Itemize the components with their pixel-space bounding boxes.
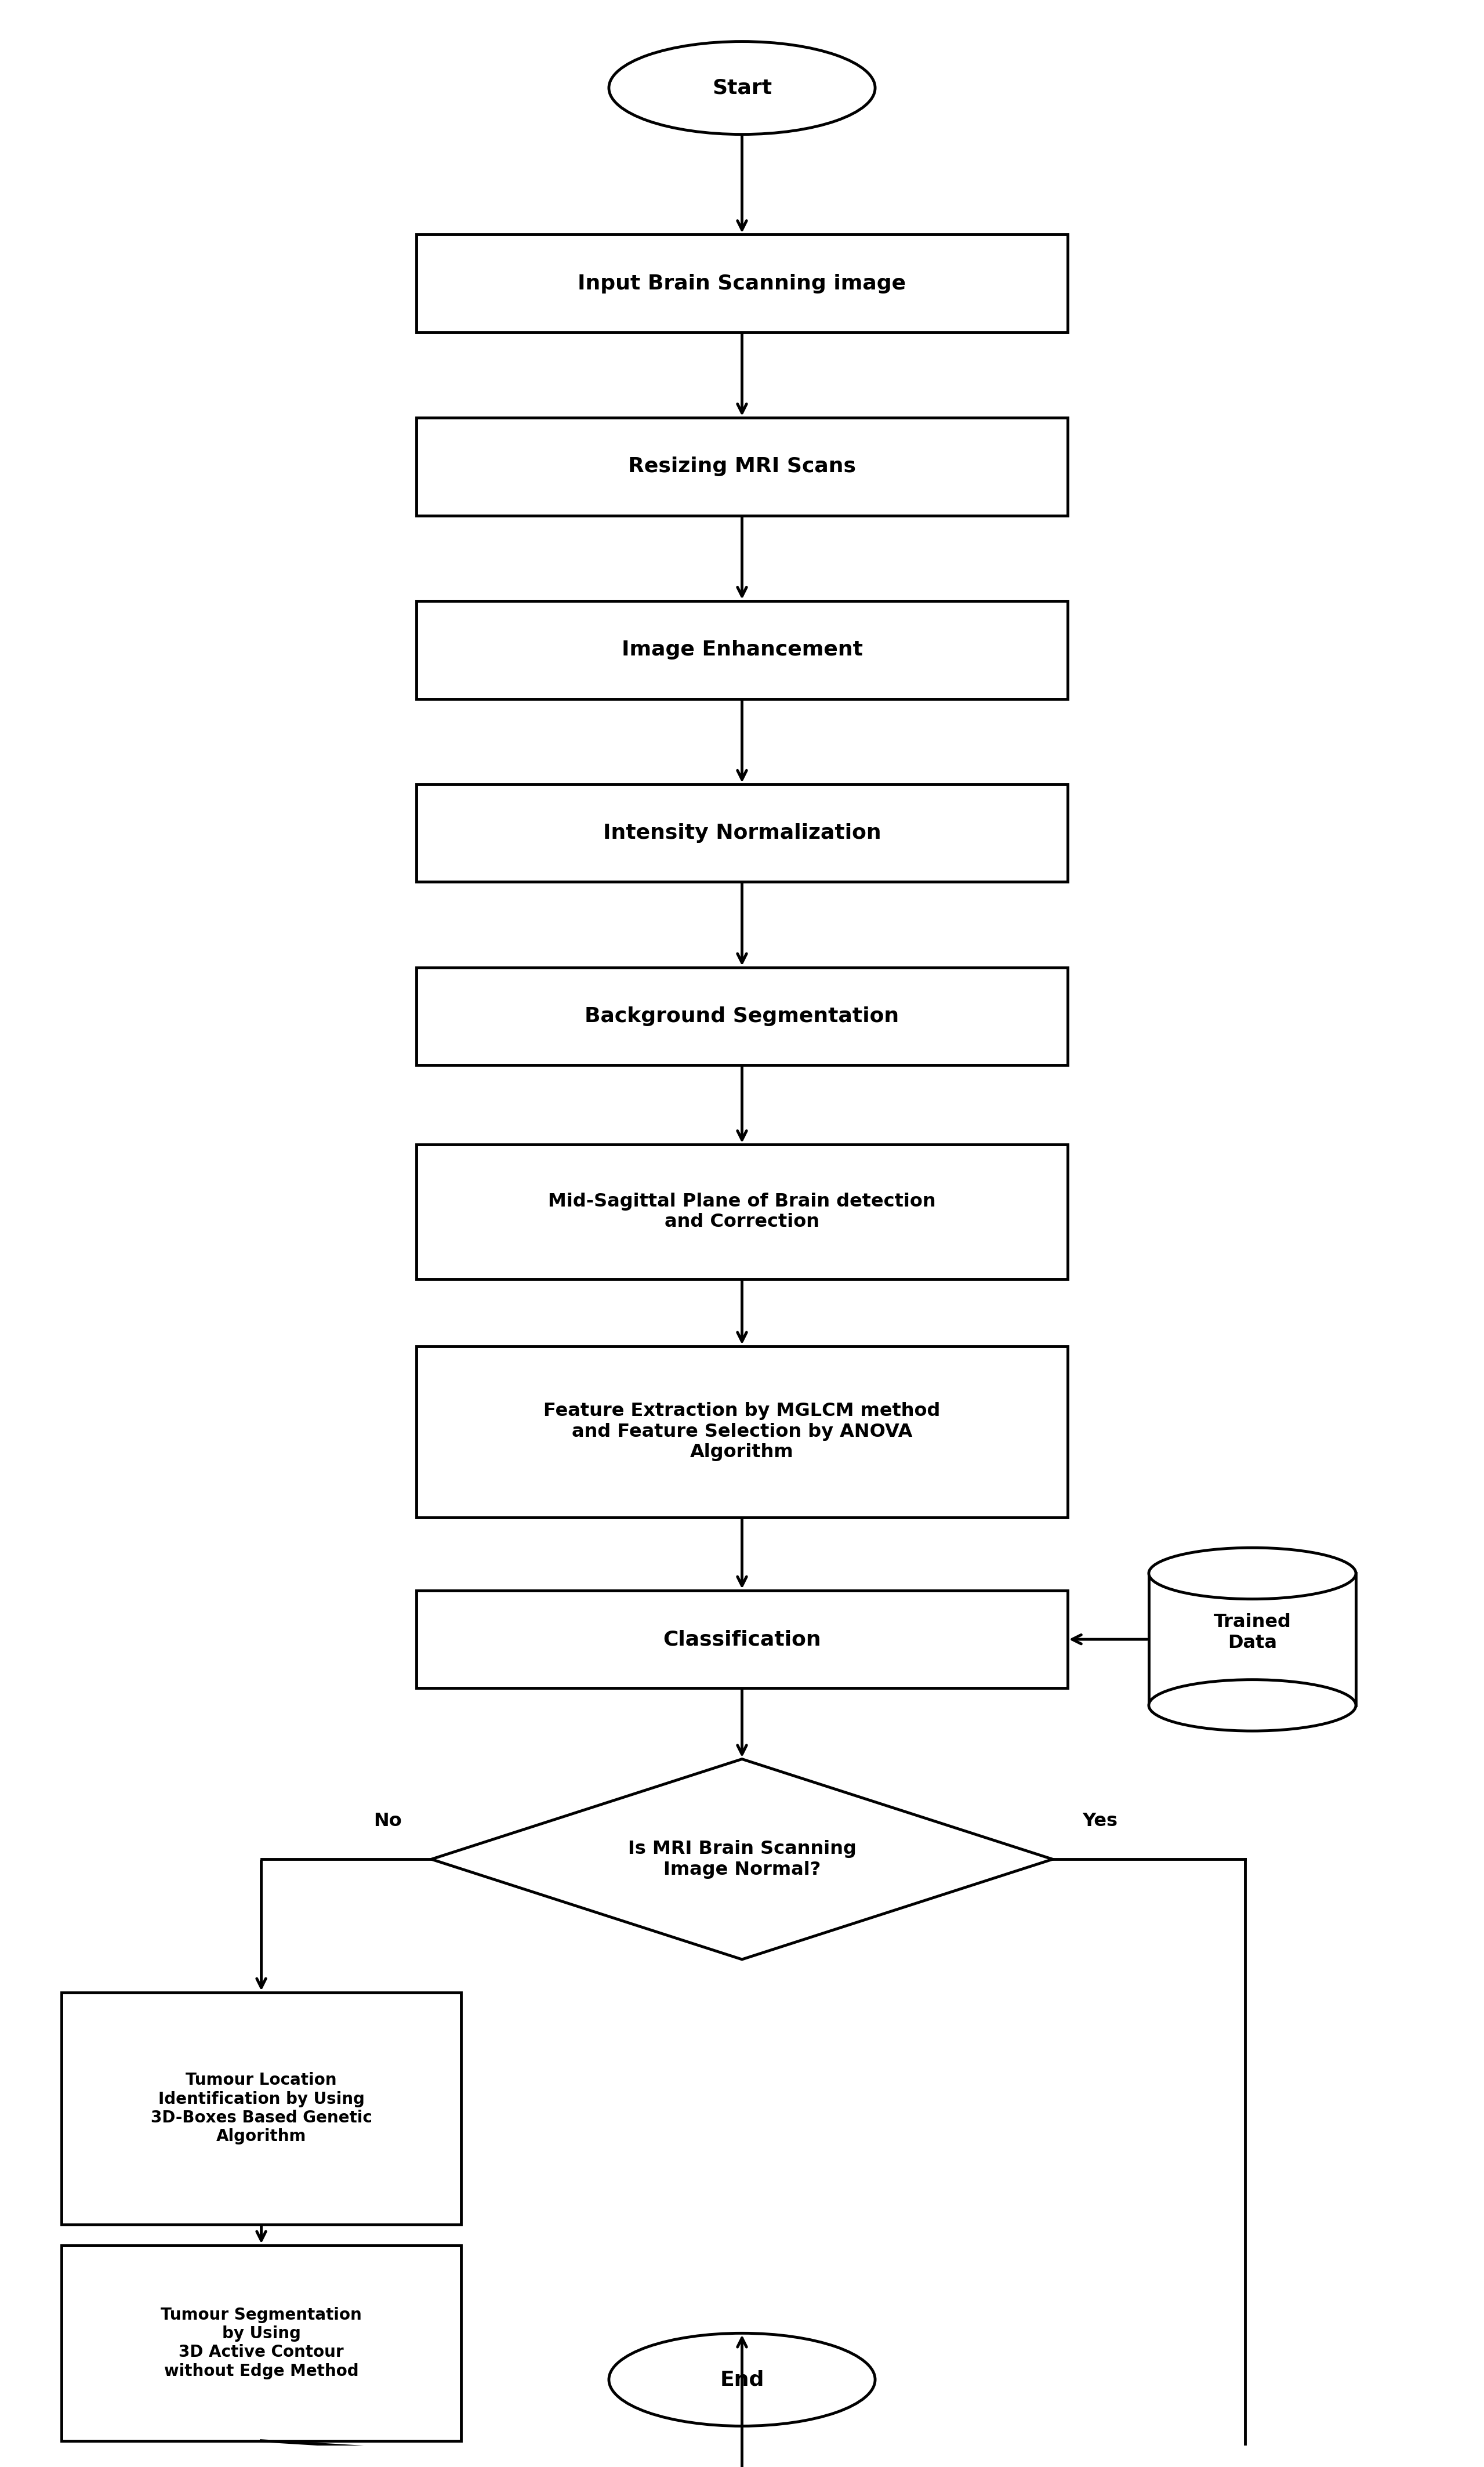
Text: Is MRI Brain Scanning
Image Normal?: Is MRI Brain Scanning Image Normal? (628, 1840, 856, 1877)
Bar (417, 234, 1067, 333)
Text: Yes: Yes (1082, 1811, 1117, 1831)
Ellipse shape (1149, 1547, 1356, 1599)
Text: Input Brain Scanning image: Input Brain Scanning image (577, 274, 907, 294)
Text: Mid-Sagittal Plane of Brain detection
and Correction: Mid-Sagittal Plane of Brain detection an… (548, 1192, 936, 1231)
Bar (417, 967, 1067, 1066)
Text: Resizing MRI Scans: Resizing MRI Scans (628, 456, 856, 476)
Bar (1149, 1574, 1356, 1705)
Text: Image Enhancement: Image Enhancement (622, 639, 862, 659)
Ellipse shape (608, 2334, 876, 2425)
Bar (417, 602, 1067, 698)
Ellipse shape (1149, 1680, 1356, 1732)
Text: Trained
Data: Trained Data (1214, 1613, 1291, 1653)
Bar (61, 1993, 462, 2225)
Text: End: End (720, 2371, 764, 2391)
Bar (417, 785, 1067, 883)
Bar (417, 1591, 1067, 1687)
Text: Feature Extraction by MGLCM method
and Feature Selection by ANOVA
Algorithm: Feature Extraction by MGLCM method and F… (543, 1401, 941, 1460)
Text: Start: Start (712, 79, 772, 99)
Bar (417, 1145, 1067, 1278)
Text: No: No (374, 1811, 402, 1831)
Text: Intensity Normalization: Intensity Normalization (603, 824, 881, 844)
Polygon shape (432, 1759, 1052, 1959)
Text: Classification: Classification (663, 1631, 821, 1650)
Text: Background Segmentation: Background Segmentation (585, 1007, 899, 1026)
Bar (61, 2245, 462, 2440)
Ellipse shape (608, 42, 876, 133)
Text: Tumour Segmentation
by Using
3D Active Contour
without Edge Method: Tumour Segmentation by Using 3D Active C… (160, 2307, 362, 2378)
Text: Tumour Location
Identification by Using
3D-Boxes Based Genetic
Algorithm: Tumour Location Identification by Using … (150, 2072, 372, 2144)
Bar (417, 1347, 1067, 1517)
Bar (417, 417, 1067, 516)
